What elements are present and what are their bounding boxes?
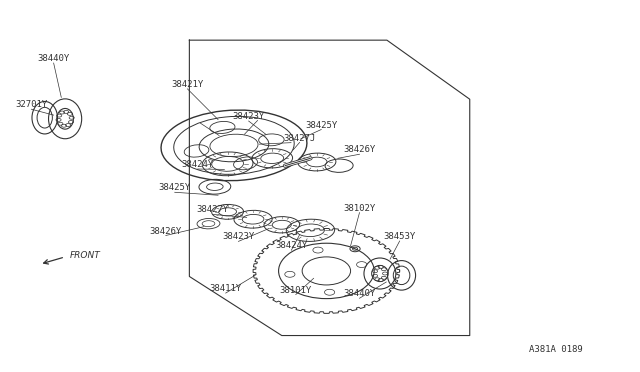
Text: 38424Y: 38424Y [275, 241, 307, 250]
Text: 38101Y: 38101Y [280, 286, 312, 295]
Text: 38440Y: 38440Y [344, 289, 376, 298]
Text: FRONT: FRONT [70, 251, 101, 260]
Text: 38426Y: 38426Y [150, 227, 182, 235]
Text: 38423Y: 38423Y [232, 112, 265, 121]
Text: 32701Y: 32701Y [15, 100, 47, 109]
Text: 38411Y: 38411Y [209, 284, 242, 293]
Text: 38440Y: 38440Y [38, 54, 70, 63]
Text: 38102Y: 38102Y [344, 203, 376, 213]
Text: 38425Y: 38425Y [159, 183, 191, 192]
Text: 38427J: 38427J [284, 134, 316, 142]
Text: 38424Y: 38424Y [182, 160, 214, 169]
Text: 38426Y: 38426Y [344, 145, 376, 154]
Text: 38425Y: 38425Y [305, 121, 337, 129]
Text: 38421Y: 38421Y [172, 80, 204, 89]
Text: 38453Y: 38453Y [383, 232, 416, 241]
Text: 38423Y: 38423Y [222, 232, 255, 241]
Text: 38427Y: 38427Y [197, 205, 229, 215]
Text: A381A 0189: A381A 0189 [529, 345, 582, 354]
